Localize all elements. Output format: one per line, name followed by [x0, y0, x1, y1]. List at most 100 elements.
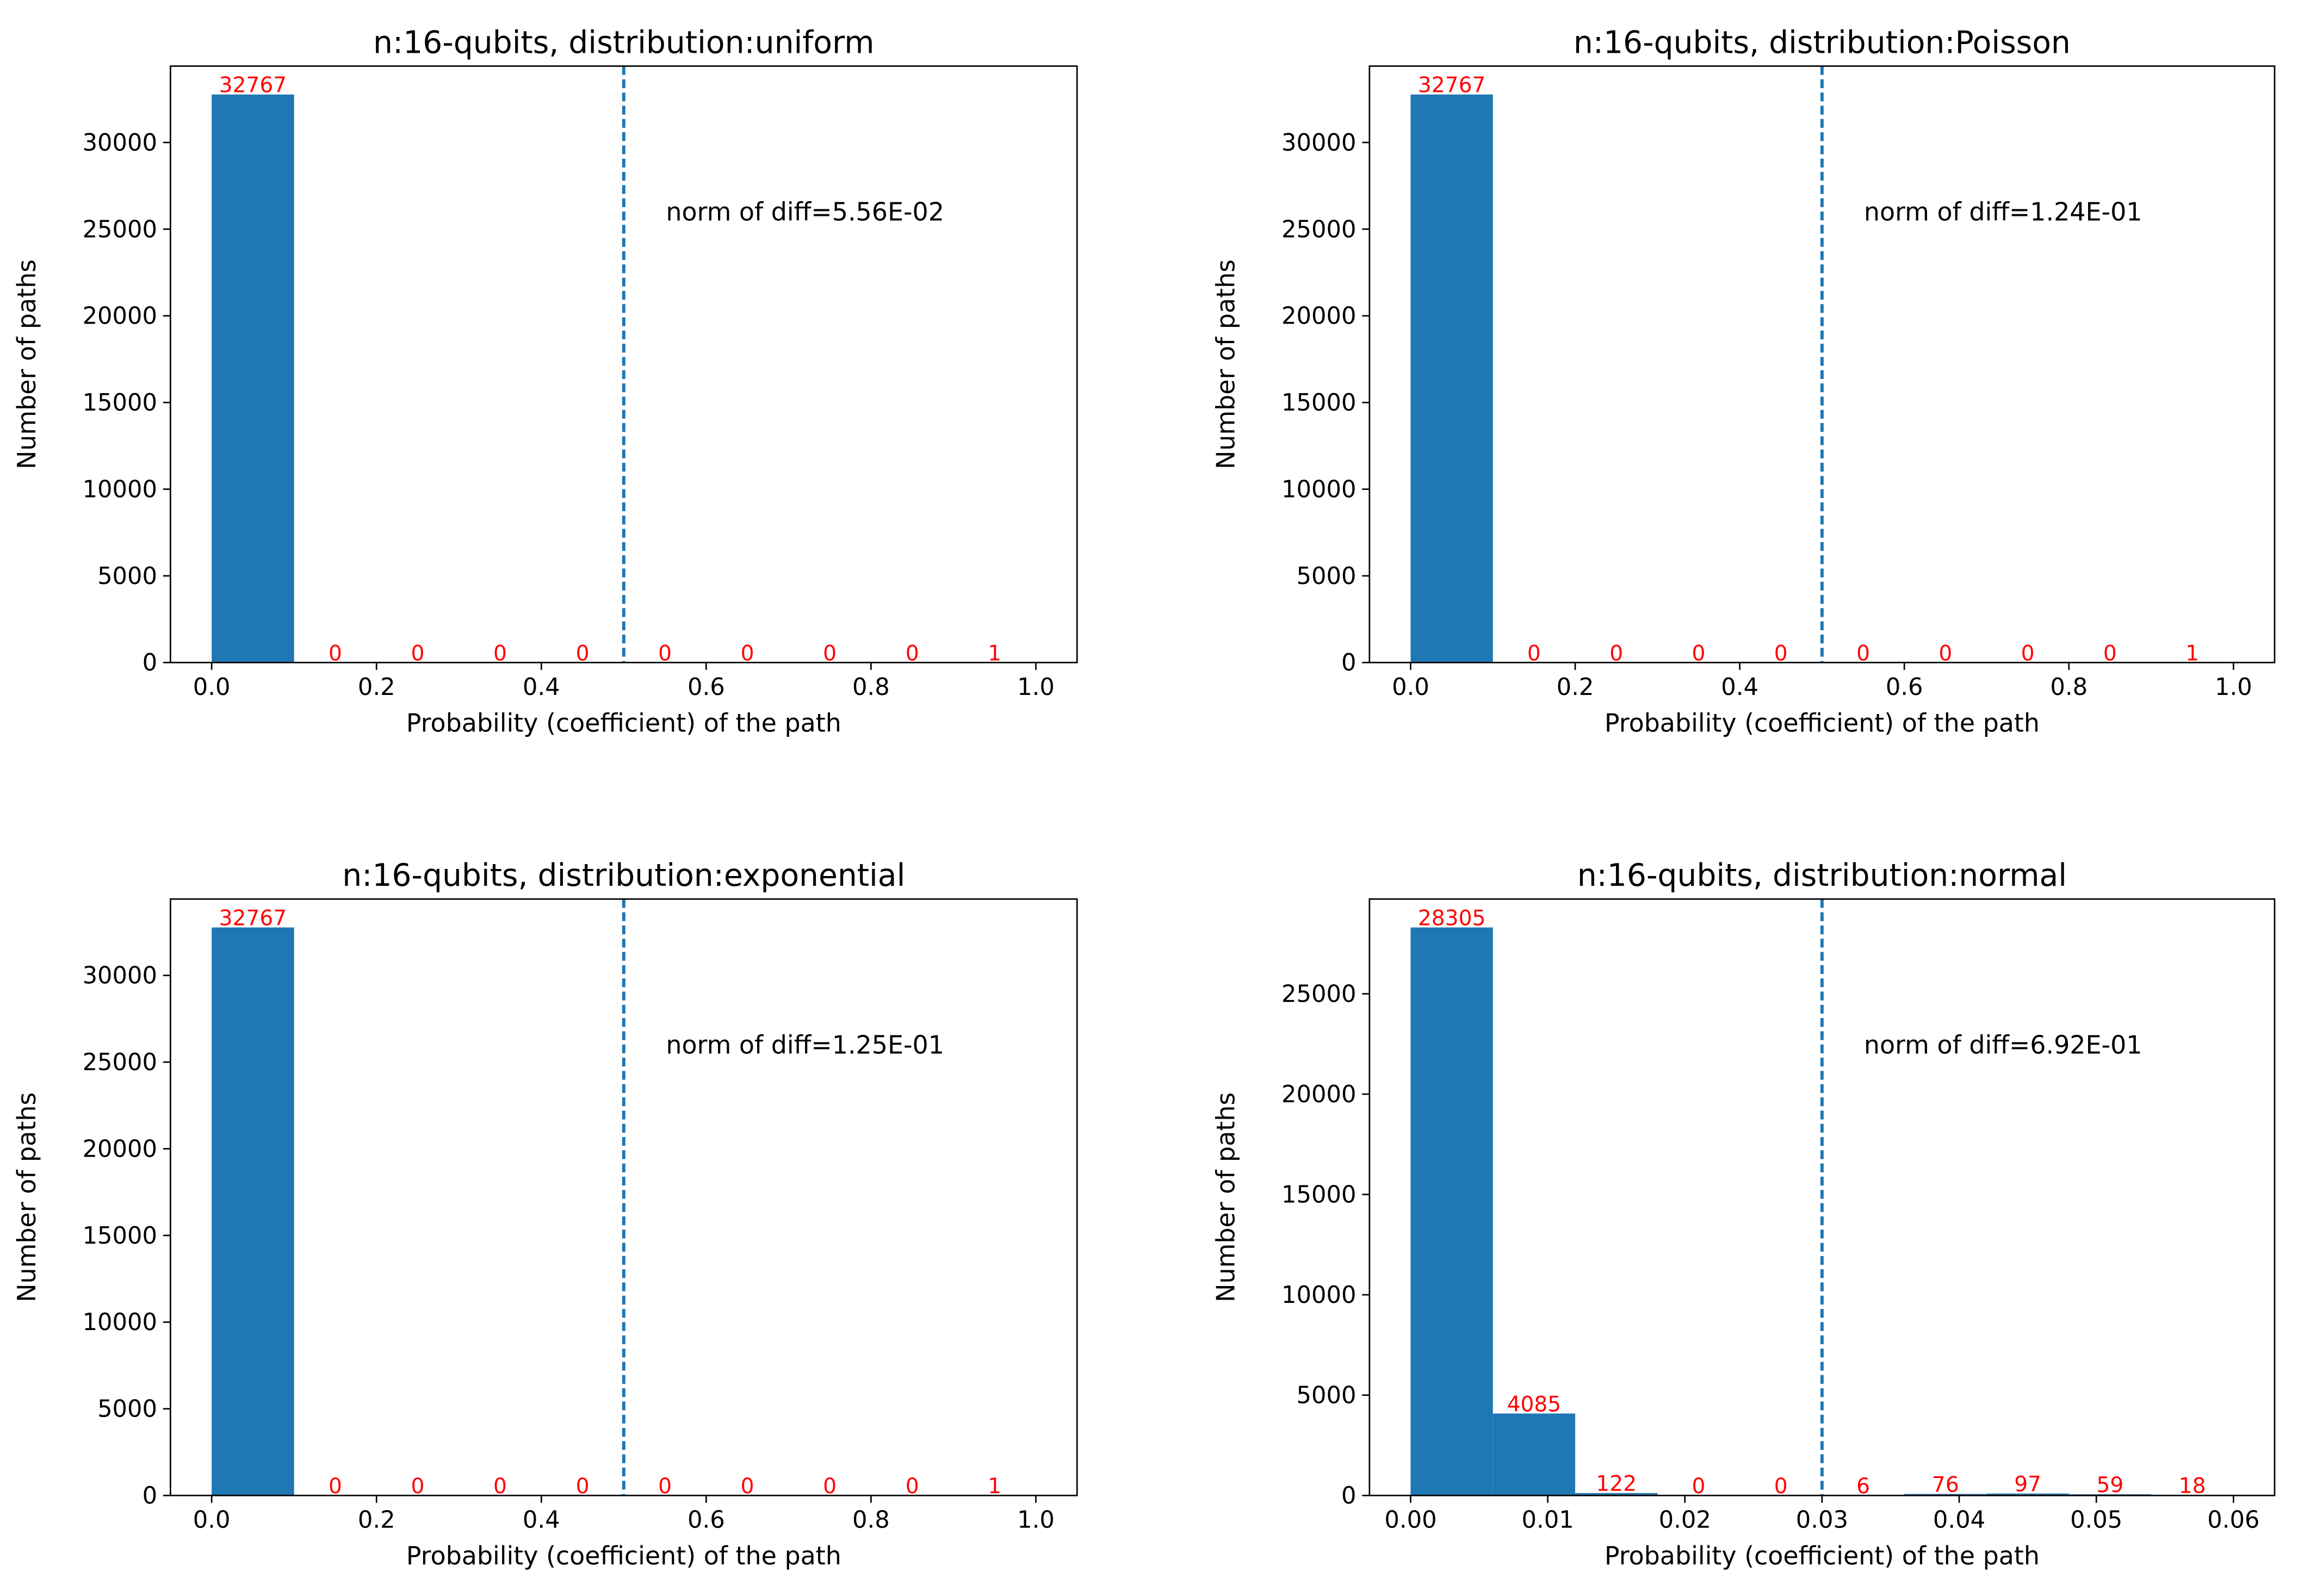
y-tick-label: 5000: [1297, 1382, 1357, 1409]
x-tick-label: 0.02: [1659, 1507, 1711, 1534]
y-tick-label: 15000: [1281, 1181, 1357, 1208]
x-tick-label: 0.04: [1933, 1507, 1985, 1534]
chart-title: n:16-qubits, distribution:Poisson: [1574, 24, 2071, 60]
y-tick-label: 20000: [1281, 1081, 1357, 1108]
x-axis-label: Probability (coefficient) of the path: [406, 1541, 841, 1570]
x-tick-label: 0.05: [2070, 1507, 2122, 1534]
x-tick-label: 1.0: [1017, 1507, 1055, 1534]
x-tick-label: 0.0: [193, 674, 231, 701]
y-axis-label: Number of paths: [12, 1092, 41, 1302]
x-tick-label: 0.03: [1796, 1507, 1848, 1534]
y-tick-label: 20000: [1281, 303, 1357, 330]
x-tick-label: 0.00: [1384, 1507, 1436, 1534]
chart-4: 28305 4085 122 0 0 6 76 97 59 18 0.00 0.01 0.02 0.03 0…: [1211, 858, 2276, 1570]
x-tick-label: 0.6: [1886, 674, 1923, 701]
bar-value-label: 0: [493, 1474, 507, 1499]
x-tick-label: 0.6: [688, 1507, 725, 1534]
x-tick-label: 0.0: [1392, 674, 1429, 701]
histogram-bar: [1492, 1413, 1576, 1496]
bar-value-label: 0: [741, 1474, 754, 1499]
norm-diff-annotation: norm of diff=1.25E-01: [666, 1030, 944, 1059]
y-tick-label: 0: [1341, 649, 1357, 676]
x-tick-label: 0.8: [852, 1507, 890, 1534]
y-tick-label: 0: [1341, 1482, 1357, 1510]
chart-3: 32767 0 0 0 0 0 0 0 0 1 0.0 0.2 0.4 0.6 0.8 1.0 0 5000 100…: [12, 858, 1078, 1570]
bar-value-label: 1: [988, 1474, 1001, 1499]
y-tick-label: 10000: [1281, 476, 1357, 503]
y-tick-label: 10000: [83, 1309, 158, 1336]
x-tick-label: 0.2: [358, 1507, 395, 1534]
y-tick-label: 25000: [1281, 980, 1357, 1008]
histogram-bar: [1410, 94, 1493, 663]
bar-value-label: 1: [988, 641, 1001, 666]
axes-frame: [170, 898, 1078, 1496]
chart-title: n:16-qubits, distribution:exponential: [342, 858, 905, 893]
bar-value-label: 0: [493, 641, 507, 666]
y-axis-label: Number of paths: [1211, 1092, 1240, 1302]
bar-value-label: 28305: [1418, 906, 1486, 931]
y-tick-label: 30000: [83, 962, 158, 990]
x-tick-label: 0.8: [2050, 674, 2088, 701]
x-tick-label: 0.4: [1721, 674, 1758, 701]
y-tick-label: 20000: [83, 1135, 158, 1163]
histogram-bar: [212, 927, 294, 1496]
x-tick-label: 0.01: [1521, 1507, 1574, 1534]
y-tick-label: 25000: [1281, 216, 1357, 243]
histogram-bar: [1410, 927, 1493, 1496]
bar-value-label: 0: [329, 641, 342, 666]
bar-value-label: 32767: [219, 906, 287, 931]
y-tick-label: 5000: [97, 1396, 157, 1423]
bar-value-label: 0: [576, 1474, 590, 1499]
y-tick-label: 10000: [83, 476, 158, 503]
y-tick-label: 0: [143, 649, 158, 676]
bar-value-label: 32767: [219, 73, 287, 98]
bar-value-label: 76: [1932, 1473, 1959, 1497]
bar-value-label: 0: [2021, 641, 2035, 666]
y-tick-label: 20000: [83, 303, 158, 330]
bar-value-label: 0: [658, 1474, 672, 1499]
histogram-bar: [1575, 1493, 1658, 1496]
x-axis-label: Probability (coefficient) of the path: [406, 708, 841, 737]
x-tick-label: 0.4: [523, 1507, 560, 1534]
bar-value-label: 0: [906, 641, 919, 666]
bar-value-label: 0: [1527, 641, 1541, 666]
bar-value-label: 0: [823, 641, 837, 666]
y-tick-label: 25000: [83, 1049, 158, 1076]
chart-title: n:16-qubits, distribution:normal: [1577, 858, 2067, 893]
x-tick-label: 1.0: [2215, 674, 2252, 701]
bar-value-label: 0: [1856, 641, 1870, 666]
bar-value-label: 59: [2096, 1473, 2123, 1498]
bar-value-label: 0: [329, 1474, 342, 1499]
bar-value-label: 97: [2014, 1473, 2041, 1497]
x-tick-label: 0.2: [1557, 674, 1594, 701]
bar-value-label: 0: [1774, 641, 1788, 666]
x-tick-label: 0.8: [852, 674, 890, 701]
norm-diff-annotation: norm of diff=1.24E-01: [1864, 197, 2142, 227]
bar-value-label: 0: [1609, 641, 1623, 666]
axes-frame: [1368, 65, 2276, 663]
bar-value-label: 1: [2185, 641, 2199, 666]
y-tick-label: 15000: [1281, 389, 1357, 417]
bar-value-label: 18: [2179, 1474, 2206, 1498]
histogram-bar: [1986, 1493, 2069, 1496]
norm-diff-annotation: norm of diff=5.56E-02: [666, 197, 944, 227]
bar-value-label: 0: [411, 1474, 425, 1499]
x-axis-label: Probability (coefficient) of the path: [1605, 708, 2040, 737]
bar-value-label: 6: [1856, 1474, 1870, 1499]
norm-diff-annotation: norm of diff=6.92E-01: [1864, 1030, 2142, 1059]
y-tick-label: 15000: [83, 1222, 158, 1250]
bar-value-label: 0: [1692, 1474, 1706, 1499]
y-tick-label: 10000: [1281, 1282, 1357, 1309]
y-tick-label: 5000: [97, 563, 157, 590]
x-tick-label: 0.06: [2207, 1507, 2259, 1534]
x-axis-label: Probability (coefficient) of the path: [1605, 1541, 2040, 1570]
bar-value-label: 0: [1692, 641, 1706, 666]
x-tick-label: 0.4: [523, 674, 560, 701]
axes-frame: [170, 65, 1078, 663]
chart-1: 32767 0 0 0 0 0 0 0 0 1 0.0 0.2 0.4 0.6 0.8 1.0 0 5000 100…: [12, 24, 1078, 737]
histogram-bar: [212, 94, 294, 663]
x-tick-label: 0.0: [193, 1507, 231, 1534]
y-axis-label: Number of paths: [12, 259, 41, 469]
bar-value-label: 0: [1938, 641, 1952, 666]
